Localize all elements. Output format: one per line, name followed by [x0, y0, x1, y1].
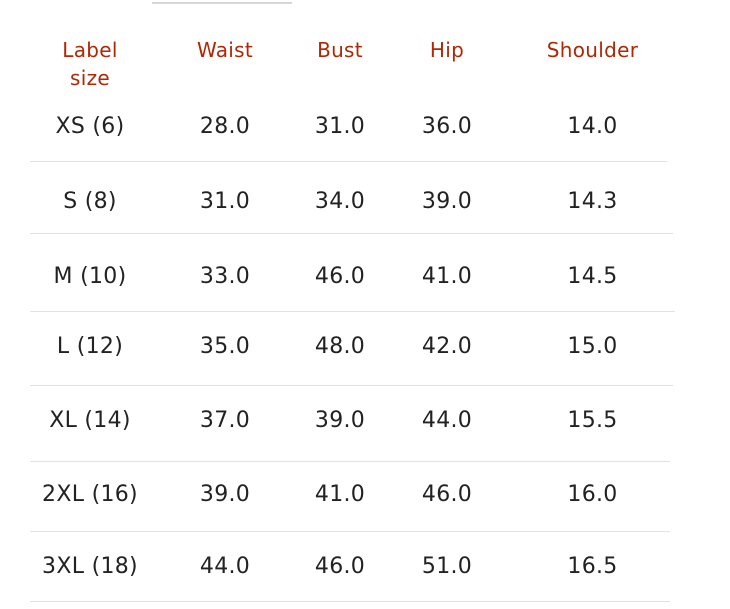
table-row: S (8) 31.0 34.0 39.0 14.3	[30, 162, 675, 234]
row-divider	[30, 601, 670, 602]
cell-waist: 33.0	[199, 264, 251, 289]
row-divider	[30, 233, 673, 234]
row-divider	[30, 385, 673, 386]
cell-shoulder: 16.5	[567, 554, 618, 579]
cell-bust: 46.0	[314, 554, 366, 579]
cell-label-size: L (12)	[56, 334, 124, 359]
cell-bust: 41.0	[314, 482, 366, 507]
cell-shoulder: 14.5	[567, 264, 618, 289]
cell-shoulder: 15.0	[567, 334, 618, 359]
cell-hip: 46.0	[421, 482, 473, 507]
table-row: 3XL (18) 44.0 46.0 51.0 16.5	[30, 532, 675, 602]
header-bust: Bust	[317, 38, 363, 62]
size-chart-table: Label size Waist Bust Hip Shoulder XS (6…	[30, 0, 675, 602]
row-divider	[30, 161, 667, 162]
cell-hip: 41.0	[421, 264, 473, 289]
cell-hip: 51.0	[421, 554, 473, 579]
row-divider	[30, 461, 670, 462]
cell-waist: 44.0	[199, 554, 251, 579]
cell-label-size: S (8)	[63, 189, 117, 214]
cell-bust: 31.0	[314, 114, 366, 139]
cell-label-size: XL (14)	[49, 408, 131, 433]
cell-hip: 39.0	[421, 189, 473, 214]
header-waist: Waist	[196, 38, 254, 62]
cell-shoulder: 14.0	[567, 114, 618, 139]
cell-label-size: M (10)	[53, 264, 127, 289]
cell-bust: 48.0	[314, 334, 366, 359]
cell-waist: 28.0	[199, 114, 251, 139]
cell-hip: 44.0	[421, 408, 473, 433]
header-label-size-line1: Label	[62, 38, 118, 62]
cell-waist: 35.0	[199, 334, 251, 359]
row-divider	[30, 531, 670, 532]
row-divider	[30, 311, 675, 312]
header-label-size-line2: size	[70, 66, 110, 90]
cell-hip: 42.0	[421, 334, 473, 359]
cell-shoulder: 14.3	[567, 189, 618, 214]
header-label-size: Label size	[30, 36, 150, 92]
table-row: XS (6) 28.0 31.0 36.0 14.0	[30, 104, 675, 162]
cell-bust: 46.0	[314, 264, 366, 289]
cell-label-size: 2XL (16)	[42, 482, 138, 507]
cell-hip: 36.0	[421, 114, 473, 139]
cell-label-size: XS (6)	[55, 114, 125, 139]
header-shoulder: Shoulder	[546, 38, 639, 62]
table-row: M (10) 33.0 46.0 41.0 14.5	[30, 234, 675, 312]
cell-shoulder: 16.0	[567, 482, 618, 507]
cell-label-size: 3XL (18)	[42, 554, 138, 579]
cell-waist: 37.0	[199, 408, 251, 433]
cell-waist: 31.0	[199, 189, 251, 214]
cell-shoulder: 15.5	[567, 408, 618, 433]
cell-bust: 39.0	[314, 408, 366, 433]
cell-waist: 39.0	[199, 482, 251, 507]
cell-bust: 34.0	[314, 189, 366, 214]
table-row: XL (14) 37.0 39.0 44.0 15.5	[30, 386, 675, 462]
top-divider-fragment	[152, 0, 292, 4]
table-row: 2XL (16) 39.0 41.0 46.0 16.0	[30, 462, 675, 532]
header-hip: Hip	[429, 38, 465, 62]
table-row: L (12) 35.0 48.0 42.0 15.0	[30, 312, 675, 386]
table-header-row: Label size Waist Bust Hip Shoulder	[30, 0, 675, 104]
